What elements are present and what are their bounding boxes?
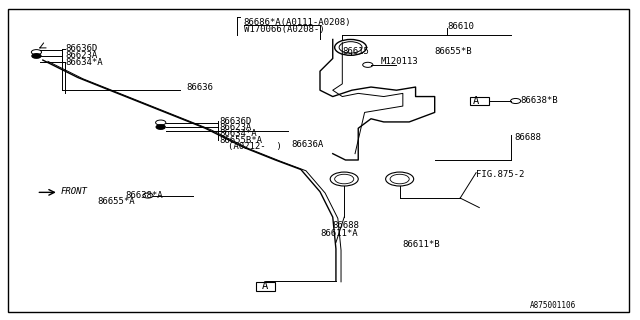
Circle shape [156,125,165,129]
Text: 86655B*A: 86655B*A [220,136,262,145]
FancyBboxPatch shape [470,97,489,105]
Text: 86610: 86610 [447,22,474,31]
Text: 86611*A: 86611*A [320,229,358,238]
Text: 86636D: 86636D [65,44,97,53]
Text: A875001106: A875001106 [531,301,577,310]
Text: 86636: 86636 [186,83,213,92]
Text: 86638*B: 86638*B [521,97,558,106]
Text: 86636A: 86636A [291,140,324,149]
Text: 86686*A(A0111-A0208): 86686*A(A0111-A0208) [244,18,351,27]
Text: M120113: M120113 [381,57,418,66]
Text: (A0212-  ): (A0212- ) [228,142,282,151]
Text: 86623A: 86623A [65,51,97,60]
Text: A: A [473,96,479,106]
Text: 86688: 86688 [515,133,541,142]
Text: 86636D: 86636D [220,117,252,126]
Text: 86655*B: 86655*B [435,47,472,56]
FancyBboxPatch shape [8,9,629,312]
Text: 86623A: 86623A [220,123,252,132]
Text: 86688: 86688 [333,220,360,229]
Text: 86634*A: 86634*A [220,129,257,138]
Text: 86638*A: 86638*A [125,191,163,200]
Circle shape [32,54,41,58]
Text: FRONT: FRONT [61,187,88,196]
Text: 86615: 86615 [342,47,369,56]
Text: W170066(A0208-): W170066(A0208-) [244,25,324,35]
Text: 86655*A: 86655*A [97,197,134,206]
FancyBboxPatch shape [256,282,275,291]
Text: FIG.875-2: FIG.875-2 [476,170,525,179]
Text: 86611*B: 86611*B [403,240,440,249]
Text: A: A [261,281,268,291]
Text: 86634*A: 86634*A [65,58,103,67]
